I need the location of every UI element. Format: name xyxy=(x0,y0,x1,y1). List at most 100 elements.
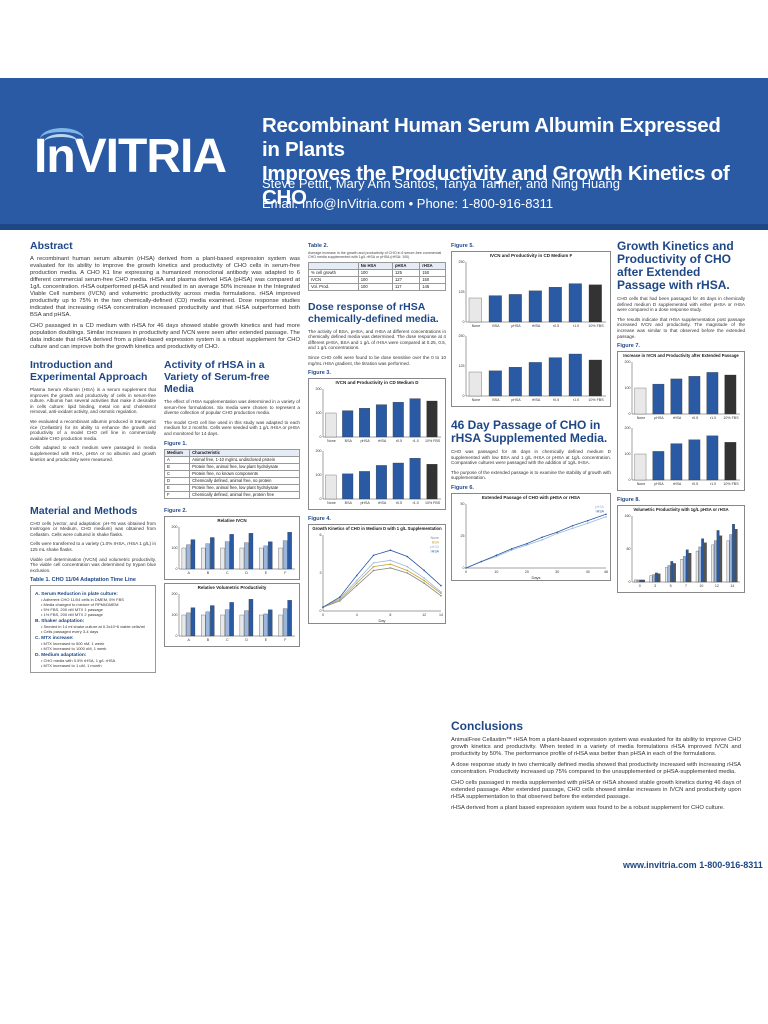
bar xyxy=(634,454,647,481)
materials-p3: Viable cell determination (IVCN) and vol… xyxy=(30,556,156,573)
x-tick-label: r1.0 xyxy=(413,439,419,443)
bar xyxy=(734,529,738,583)
data-point xyxy=(541,536,543,539)
table-row: Vol. Prod. 100 117 145 xyxy=(308,282,446,291)
data-point xyxy=(322,606,324,609)
bar xyxy=(186,612,191,636)
materials-p1: CHO cells (vector, and adaptation: pH-T6… xyxy=(30,520,156,537)
passage-p1: CHO was passaged for 46 days in chemical… xyxy=(451,449,611,466)
bar xyxy=(278,614,283,636)
fig5-label: Figure 5. xyxy=(451,243,474,249)
bar xyxy=(719,535,723,583)
data-point xyxy=(389,563,392,566)
fig1-table: Medium Characteristic A Animal free, 1-10… xyxy=(163,448,300,499)
fig2a-svg: 0 100 200 A B C D E F xyxy=(172,525,295,575)
conclusions-p2: A dose response study in two chemically … xyxy=(451,762,741,775)
y-tick-label: 0 xyxy=(629,412,631,416)
y-tick-label: 250 xyxy=(459,260,465,264)
fig5a-svg: 0 125 250 None BSA pHSA rHSA r0.5 r1.0 10% FBS xyxy=(459,260,606,328)
fig4-title: Growth Kinetics of CHO in Medium D with … xyxy=(312,526,442,532)
fig8-label: Figure 8. xyxy=(617,497,640,504)
abstract-p1: A recombinant human serum albumin (rHSA)… xyxy=(30,256,300,318)
dose-p1: The activity of BSA, pHSA, and rHSA at d… xyxy=(308,328,446,351)
x-axis-label: Days xyxy=(531,575,540,580)
data-point xyxy=(465,567,467,569)
x-tick-label: 0 xyxy=(322,613,324,617)
x-tick-label: r1.0 xyxy=(710,416,716,420)
fig7-chart: Increase in IVCN and Productivity after … xyxy=(617,351,745,492)
data-point xyxy=(440,592,442,595)
bar xyxy=(268,609,273,636)
y-tick-label: 0 xyxy=(629,478,631,482)
legend-label: rHSA xyxy=(596,509,605,513)
dose-p2: Since CHO cells were found to be dose se… xyxy=(308,354,446,366)
bar xyxy=(680,559,684,583)
footer-website[interactable]: www.invitria.com xyxy=(623,860,697,870)
fig8-svg: 0 80 160 0 3 5 7 10 12 14 xyxy=(625,514,740,588)
data-point xyxy=(526,544,528,546)
y-tick-label: 0 xyxy=(320,435,322,439)
x-tick-label: BSA xyxy=(345,501,353,505)
bar xyxy=(726,540,730,583)
x-tick-label: 46 xyxy=(604,570,608,574)
data-point xyxy=(605,515,607,518)
cell: Protein free, animal free, low plant hyd… xyxy=(189,483,300,492)
bar xyxy=(426,401,438,438)
cell: Protein free, no known components xyxy=(189,469,300,478)
contact-info: Email: Info@InVitria.com • Phone: 1-800-… xyxy=(262,196,554,211)
y-tick-label: 0 xyxy=(629,580,631,584)
legend-label: rHSA xyxy=(431,550,440,554)
bar xyxy=(698,546,702,583)
bar xyxy=(706,435,719,481)
timeline-item: • 1% FBS, 200 nM MTX 2 passage xyxy=(41,612,103,618)
bar xyxy=(409,398,421,438)
x-tick-label: None xyxy=(472,398,481,402)
growth-heading: Growth Kinetics and Productivity of CHO … xyxy=(617,239,734,292)
bar xyxy=(392,402,404,438)
x-tick-label: C xyxy=(226,571,229,575)
x-tick-label: 0 xyxy=(639,584,641,588)
y-tick-label: 200 xyxy=(172,592,178,596)
bar xyxy=(210,604,215,636)
materials-p2: Cells were transferred to a variety (1.0… xyxy=(30,541,156,552)
bar xyxy=(210,536,215,569)
x-tick-label: pHSA xyxy=(654,416,664,420)
bar xyxy=(468,297,482,323)
y-tick-label: 6 xyxy=(320,533,322,537)
cell: B xyxy=(163,462,191,471)
table-row: D Chemically defined, animal free, no pro… xyxy=(163,476,300,485)
table-row: E Protein free, animal free, low plant hy… xyxy=(163,483,300,492)
data-point xyxy=(355,579,358,582)
data-point xyxy=(586,522,589,524)
table-row: F Chemically defined, animal free, protei… xyxy=(163,490,300,499)
bar xyxy=(263,545,268,569)
fig2b-chart: Relative Volumetric Productivity 0 100 200… xyxy=(164,582,300,647)
series-line xyxy=(322,563,442,608)
growth-p2: The results indicate that rHSA supplemen… xyxy=(617,316,745,339)
fig3-label: Figure 3. xyxy=(308,370,331,377)
bar xyxy=(468,371,482,397)
x-tick-label: F xyxy=(284,571,287,575)
y-tick-label: 100 xyxy=(316,473,322,477)
bar xyxy=(181,547,187,569)
bar xyxy=(528,362,542,397)
x-tick-label: 14 xyxy=(730,584,734,588)
x-tick-label: 0 xyxy=(465,570,467,574)
passage-heading: 46 Day Passage of CHO in rHSA Supplement… xyxy=(451,418,608,445)
x-tick-label: 12 xyxy=(715,584,719,588)
column-3: Figure 5. IVCN and Productivity in CD Me… xyxy=(451,240,611,581)
footer-url[interactable]: www.invitria.com 1-800-916-8311 xyxy=(623,860,763,870)
bar xyxy=(282,540,288,569)
bar xyxy=(392,463,404,500)
bar xyxy=(342,410,354,438)
data-point xyxy=(423,582,425,585)
data-point xyxy=(556,531,559,533)
x-tick-label: E xyxy=(265,571,268,575)
legend-label: BSA xyxy=(432,541,440,545)
fig2b-title: Relative Volumetric Productivity xyxy=(197,584,267,590)
data-point xyxy=(339,600,341,602)
y-tick-label: 100 xyxy=(172,546,178,550)
table-row: A Animal free, 1-10 mg/mL undisclosed pro… xyxy=(163,455,300,464)
bar xyxy=(568,353,582,397)
